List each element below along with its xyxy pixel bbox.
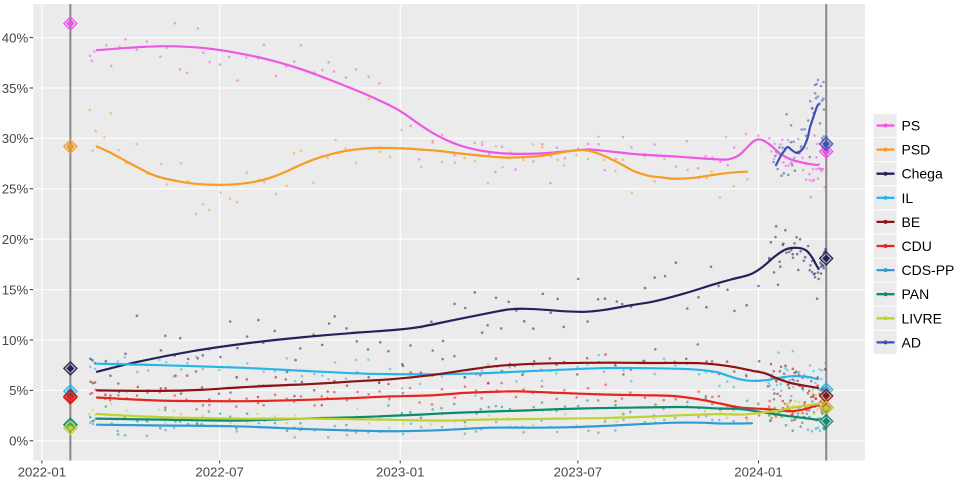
svg-text:BE: BE — [902, 214, 921, 230]
svg-text:2023-01: 2023-01 — [376, 465, 424, 480]
svg-text:PS: PS — [902, 118, 921, 134]
svg-text:LIVRE: LIVRE — [902, 310, 942, 326]
svg-text:CDS-PP: CDS-PP — [902, 262, 955, 278]
svg-text:20%: 20% — [2, 232, 29, 247]
svg-text:Chega: Chega — [902, 166, 943, 182]
svg-text:10%: 10% — [2, 333, 29, 348]
svg-text:40%: 40% — [2, 30, 29, 45]
svg-text:15%: 15% — [2, 282, 29, 297]
svg-text:2022-07: 2022-07 — [195, 465, 243, 480]
svg-text:5%: 5% — [9, 383, 28, 398]
svg-text:2022-01: 2022-01 — [18, 465, 66, 480]
svg-text:2024-01: 2024-01 — [734, 465, 782, 480]
svg-text:2023-07: 2023-07 — [554, 465, 602, 480]
svg-text:IL: IL — [902, 190, 914, 206]
svg-text:AD: AD — [902, 334, 921, 350]
svg-text:0%: 0% — [9, 434, 28, 449]
svg-text:PSD: PSD — [902, 142, 931, 158]
svg-text:25%: 25% — [2, 182, 29, 197]
svg-text:PAN: PAN — [902, 286, 930, 302]
svg-text:35%: 35% — [2, 81, 29, 96]
svg-text:CDU: CDU — [902, 238, 932, 254]
svg-text:30%: 30% — [2, 131, 29, 146]
